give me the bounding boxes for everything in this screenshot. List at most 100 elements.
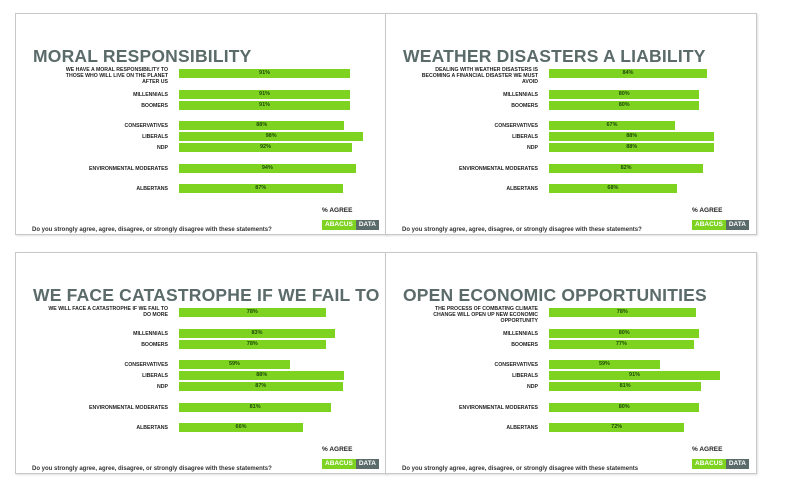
abacus-data-logo: ABACUS DATA xyxy=(322,220,379,230)
category-label: NDP xyxy=(157,144,168,151)
category-label: ENVIRONMENTAL MODERATES xyxy=(89,165,168,172)
bar-value-label: 78% xyxy=(246,341,258,347)
bar-area: THE PROCESS OF COMBATING CLIMATE CHANGE … xyxy=(386,253,756,473)
category-label: ALBERTANS xyxy=(136,424,168,431)
category-label: THE PROCESS OF COMBATING CLIMATE CHANGE … xyxy=(433,306,538,324)
bar-value-label: 66% xyxy=(235,424,247,430)
bar-value-label: 91% xyxy=(259,102,271,108)
bar: 88% xyxy=(179,121,345,130)
bar-value-label: 82% xyxy=(620,165,632,171)
bar: 80% xyxy=(549,101,700,110)
bar: 59% xyxy=(549,360,660,369)
bar-value-label: 59% xyxy=(598,361,610,367)
bar: 92% xyxy=(179,143,352,152)
category-label: CONSERVATIVES xyxy=(494,361,538,368)
chart-title: WE FACE CATASTROPHE IF WE FAIL TO DO MOR… xyxy=(33,285,386,305)
category-label: NDP xyxy=(527,144,538,151)
category-label: LIBERALS xyxy=(512,372,538,379)
bar-value-label: 78% xyxy=(246,309,258,315)
x-axis-label: % AGREE xyxy=(322,446,353,453)
category-label: NDP xyxy=(527,383,538,390)
category-label: ALBERTANS xyxy=(506,185,538,192)
chart-panel-weather-disasters: WEATHER DISASTERS A LIABILITY DEALING WI… xyxy=(385,13,757,235)
chart-title: MORAL RESPONSIBILITY xyxy=(33,46,252,66)
bar: 91% xyxy=(179,69,351,78)
bar-value-label: 87% xyxy=(255,185,267,191)
bar-area: WE HAVE A MORAL RESPONSIBILITY TO THOSE … xyxy=(16,14,386,234)
bar-value-label: 68% xyxy=(607,185,619,191)
survey-question: Do you strongly agree, agree, disagree, … xyxy=(402,466,639,472)
bar-value-label: 88% xyxy=(256,122,268,128)
chart-panel-economic-opportunities: OPEN ECONOMIC OPPORTUNITIES THE PROCESS … xyxy=(385,252,757,474)
bar: 59% xyxy=(179,360,290,369)
bar: 72% xyxy=(549,423,685,432)
bar-value-label: 83% xyxy=(251,330,263,336)
x-axis-label: % AGREE xyxy=(322,207,353,214)
logo-data: DATA xyxy=(725,220,749,230)
bar-area: DEALING WITH WEATHER DISASTERS IS BECOMI… xyxy=(386,14,756,234)
category-label: CONSERVATIVES xyxy=(124,361,168,368)
category-label: ENVIRONMENTAL MODERATES xyxy=(459,165,538,172)
category-label: CONSERVATIVES xyxy=(124,122,168,129)
category-label: NDP xyxy=(157,383,168,390)
logo-abacus: ABACUS xyxy=(692,459,726,469)
bar: 80% xyxy=(549,403,700,412)
bar: 91% xyxy=(179,101,351,110)
bar: 84% xyxy=(549,69,707,78)
bar: 78% xyxy=(179,340,326,349)
bar-value-label: 88% xyxy=(626,133,638,139)
bar: 80% xyxy=(549,329,700,338)
bar-value-label: 91% xyxy=(629,372,641,378)
bar: 98% xyxy=(179,132,364,141)
bar-area: WE WILL FACE A CATASTROPHE IF WE FAIL TO… xyxy=(16,253,386,473)
bar-value-label: 98% xyxy=(265,133,277,139)
bar: 80% xyxy=(549,90,700,99)
category-label: LIBERALS xyxy=(142,372,168,379)
bar: 88% xyxy=(179,371,345,380)
category-label: ALBERTANS xyxy=(136,185,168,192)
bar: 91% xyxy=(549,371,721,380)
bar-value-label: 94% xyxy=(261,165,273,171)
chart-panel-moral-responsibility: MORAL RESPONSIBILITY WE HAVE A MORAL RES… xyxy=(15,13,387,235)
x-axis-label: % AGREE xyxy=(692,207,723,214)
logo-abacus: ABACUS xyxy=(322,459,356,469)
category-label: MILLENNIALS xyxy=(503,91,538,98)
category-label: LIBERALS xyxy=(512,133,538,140)
bar-value-label: 84% xyxy=(622,70,634,76)
logo-abacus: ABACUS xyxy=(692,220,726,230)
bar-value-label: 87% xyxy=(255,383,267,389)
bar: 67% xyxy=(549,121,675,130)
survey-question: Do you strongly agree, agree, disagree, … xyxy=(32,466,272,472)
category-label: WE WILL FACE A CATASTROPHE IF WE FAIL TO… xyxy=(48,306,168,318)
abacus-data-logo: ABACUS DATA xyxy=(692,459,749,469)
bar: 91% xyxy=(179,90,351,99)
bar-value-label: 88% xyxy=(626,144,638,150)
category-label: ALBERTANS xyxy=(506,424,538,431)
category-label: LIBERALS xyxy=(142,133,168,140)
bar-value-label: 80% xyxy=(618,91,630,97)
bar: 87% xyxy=(179,184,343,193)
bar: 94% xyxy=(179,164,356,173)
bar-value-label: 80% xyxy=(618,404,630,410)
bar-value-label: 81% xyxy=(249,404,261,410)
category-label: MILLENNIALS xyxy=(503,330,538,337)
survey-question: Do you strongly agree, agree, disagree, … xyxy=(402,227,642,233)
chart-title: OPEN ECONOMIC OPPORTUNITIES xyxy=(403,285,707,305)
x-axis-label: % AGREE xyxy=(692,446,723,453)
survey-question: Do you strongly agree, agree, disagree, … xyxy=(32,227,272,233)
chart-title: WEATHER DISASTERS A LIABILITY xyxy=(403,46,706,66)
category-label: ENVIRONMENTAL MODERATES xyxy=(459,404,538,411)
bar: 81% xyxy=(549,382,702,391)
abacus-data-logo: ABACUS DATA xyxy=(322,459,379,469)
bar-value-label: 80% xyxy=(618,330,630,336)
bar-value-label: 77% xyxy=(615,341,627,347)
bar: 88% xyxy=(549,132,715,141)
bar: 77% xyxy=(549,340,694,349)
category-label: DEALING WITH WEATHER DISASTERS IS BECOMI… xyxy=(421,67,538,85)
bar-value-label: 80% xyxy=(618,102,630,108)
logo-data: DATA xyxy=(725,459,749,469)
category-label: BOOMERS xyxy=(511,341,538,348)
bar: 66% xyxy=(179,423,304,432)
bar: 68% xyxy=(549,184,677,193)
bar: 81% xyxy=(179,403,332,412)
